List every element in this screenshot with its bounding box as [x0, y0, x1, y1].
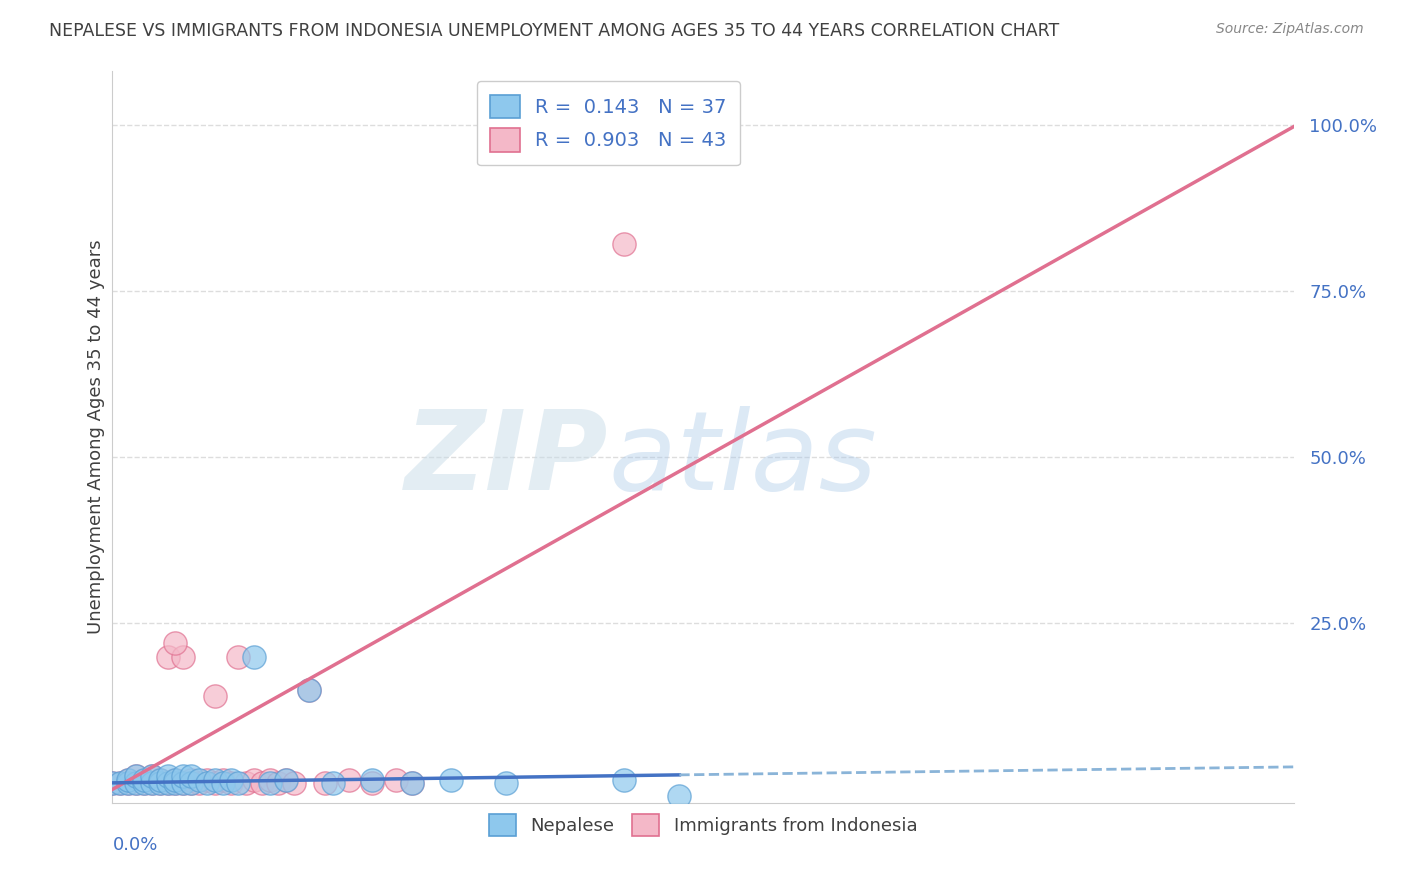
Point: [211, 772, 233, 787]
Text: Source: ZipAtlas.com: Source: ZipAtlas.com: [1216, 22, 1364, 37]
Point: [361, 776, 384, 790]
Point: [188, 772, 211, 787]
Point: [188, 776, 211, 790]
Point: [141, 776, 163, 790]
Point: [211, 776, 233, 790]
Point: [172, 776, 194, 790]
Point: [274, 772, 297, 787]
Point: [495, 776, 517, 790]
Point: [180, 776, 202, 790]
Point: [156, 649, 179, 664]
Point: [283, 776, 305, 790]
Point: [235, 776, 257, 790]
Point: [219, 772, 242, 787]
Point: [101, 776, 124, 790]
Point: [401, 776, 423, 790]
Point: [125, 769, 148, 783]
Point: [337, 772, 360, 787]
Point: [165, 772, 187, 787]
Point: [243, 772, 266, 787]
Point: [156, 776, 179, 790]
Point: [385, 772, 408, 787]
Point: [117, 776, 139, 790]
Point: [440, 772, 463, 787]
Point: [110, 776, 132, 790]
Point: [149, 776, 172, 790]
Text: ZIP: ZIP: [405, 406, 609, 513]
Y-axis label: Unemployment Among Ages 35 to 44 years: Unemployment Among Ages 35 to 44 years: [87, 240, 105, 634]
Point: [132, 776, 155, 790]
Point: [172, 649, 194, 664]
Point: [132, 776, 155, 790]
Point: [314, 776, 336, 790]
Point: [298, 682, 321, 697]
Point: [322, 776, 344, 790]
Point: [613, 237, 636, 252]
Point: [250, 776, 273, 790]
Point: [117, 772, 139, 787]
Point: [172, 769, 194, 783]
Point: [141, 769, 163, 783]
Text: atlas: atlas: [609, 406, 877, 513]
Point: [165, 776, 187, 790]
Point: [668, 789, 690, 804]
Point: [132, 772, 155, 787]
Point: [243, 649, 266, 664]
Point: [361, 772, 384, 787]
Point: [267, 776, 290, 790]
Point: [101, 776, 124, 790]
Point: [125, 776, 148, 790]
Point: [180, 776, 202, 790]
Point: [613, 772, 636, 787]
Point: [117, 772, 139, 787]
Point: [156, 776, 179, 790]
Point: [195, 776, 218, 790]
Point: [149, 776, 172, 790]
Text: 0.0%: 0.0%: [112, 836, 157, 854]
Point: [125, 769, 148, 783]
Point: [165, 776, 187, 790]
Point: [117, 776, 139, 790]
Point: [149, 772, 172, 787]
Point: [274, 772, 297, 787]
Text: NEPALESE VS IMMIGRANTS FROM INDONESIA UNEMPLOYMENT AMONG AGES 35 TO 44 YEARS COR: NEPALESE VS IMMIGRANTS FROM INDONESIA UN…: [49, 22, 1060, 40]
Point: [228, 776, 250, 790]
Point: [652, 118, 675, 132]
Point: [298, 682, 321, 697]
Point: [110, 776, 132, 790]
Point: [228, 649, 250, 664]
Point: [141, 776, 163, 790]
Point: [149, 772, 172, 787]
Point: [165, 772, 187, 787]
Point: [204, 690, 226, 704]
Point: [156, 769, 179, 783]
Point: [219, 776, 242, 790]
Point: [259, 772, 281, 787]
Point: [165, 636, 187, 650]
Point: [401, 776, 423, 790]
Legend: Nepalese, Immigrants from Indonesia: Nepalese, Immigrants from Indonesia: [479, 805, 927, 845]
Point: [195, 772, 218, 787]
Point: [132, 772, 155, 787]
Point: [180, 772, 202, 787]
Point: [172, 776, 194, 790]
Point: [259, 776, 281, 790]
Point: [204, 776, 226, 790]
Point: [204, 772, 226, 787]
Point: [180, 769, 202, 783]
Point: [141, 769, 163, 783]
Point: [125, 776, 148, 790]
